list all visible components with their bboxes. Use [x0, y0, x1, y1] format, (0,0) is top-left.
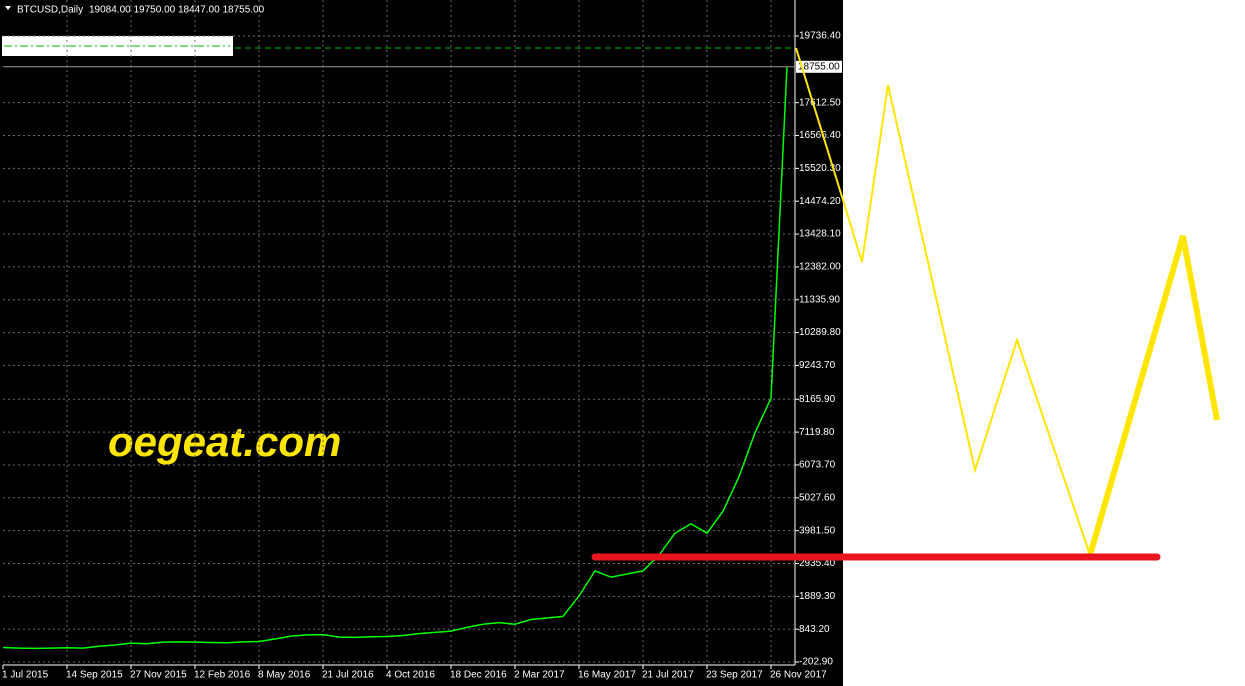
y-tick-label: 11335.90	[799, 294, 840, 305]
y-tick-label: 14474.20	[799, 196, 841, 207]
x-tick-label: 2 Mar 2017	[514, 670, 565, 681]
y-tick-label: 8165.90	[799, 394, 836, 405]
chart-subtitle: 19084.00 19750.00 18447.00 18755.00	[89, 5, 265, 16]
menu-arrow	[5, 6, 11, 10]
x-tick-label: 18 Dec 2016	[450, 670, 507, 681]
y-tick-label: 1889.30	[799, 591, 836, 602]
drawing-zigzag-bold	[1087, 235, 1220, 556]
plot: -202.90 843.20 1889.30 2935.40 3981.50 5027.6…	[2, 0, 842, 681]
y-tick-label: 2935.40	[799, 558, 836, 569]
current-price-box	[796, 60, 842, 73]
drawing-line	[795, 47, 844, 201]
y-tick-label: 5027.60	[799, 492, 836, 503]
y-tick-label: 9243.70	[799, 360, 836, 371]
y-tick-label: 15520.30	[799, 163, 841, 174]
y-tick-label: 19736.40	[799, 31, 841, 42]
y-tick-label: 843.20	[799, 624, 830, 635]
y-tick-label: 17612.50	[799, 97, 841, 108]
x-tick-label: 4 Oct 2016	[386, 670, 435, 681]
x-tick-label: 23 Sep 2017	[706, 670, 763, 681]
x-tick-label: 21 Jul 2016	[322, 670, 374, 681]
y-tick-label: 3981.50	[799, 525, 836, 536]
x-tick-label: 26 Nov 2017	[770, 670, 827, 681]
y-tick-label: 13428.10	[799, 229, 841, 240]
watermark: oegeat.com	[108, 418, 341, 465]
x-tick-label: 8 May 2016	[258, 670, 311, 681]
x-tick-label: 14 Sep 2015	[66, 670, 123, 681]
y-tick-label: 10289.80	[799, 327, 841, 338]
y-tick-label: 6073.70	[799, 460, 836, 471]
y-tick-label: 12382.00	[799, 262, 841, 273]
x-tick-label: 21 Jul 2017	[642, 670, 694, 681]
x-tick-label: 27 Nov 2015	[130, 670, 187, 681]
y-tick-label: 16566.40	[799, 130, 841, 141]
y-tick-label: 7119.80	[799, 427, 835, 438]
chart-title: BTCUSD,Daily	[17, 5, 83, 16]
y-tick-label: -202.90	[799, 657, 833, 668]
current-price-label: 18755.00	[798, 61, 840, 72]
chart-background	[0, 0, 843, 686]
x-tick-label: 1 Jul 2015	[2, 670, 49, 681]
x-tick-label: 16 May 2017	[578, 670, 636, 681]
x-tick-label: 12 Feb 2016	[194, 670, 251, 681]
